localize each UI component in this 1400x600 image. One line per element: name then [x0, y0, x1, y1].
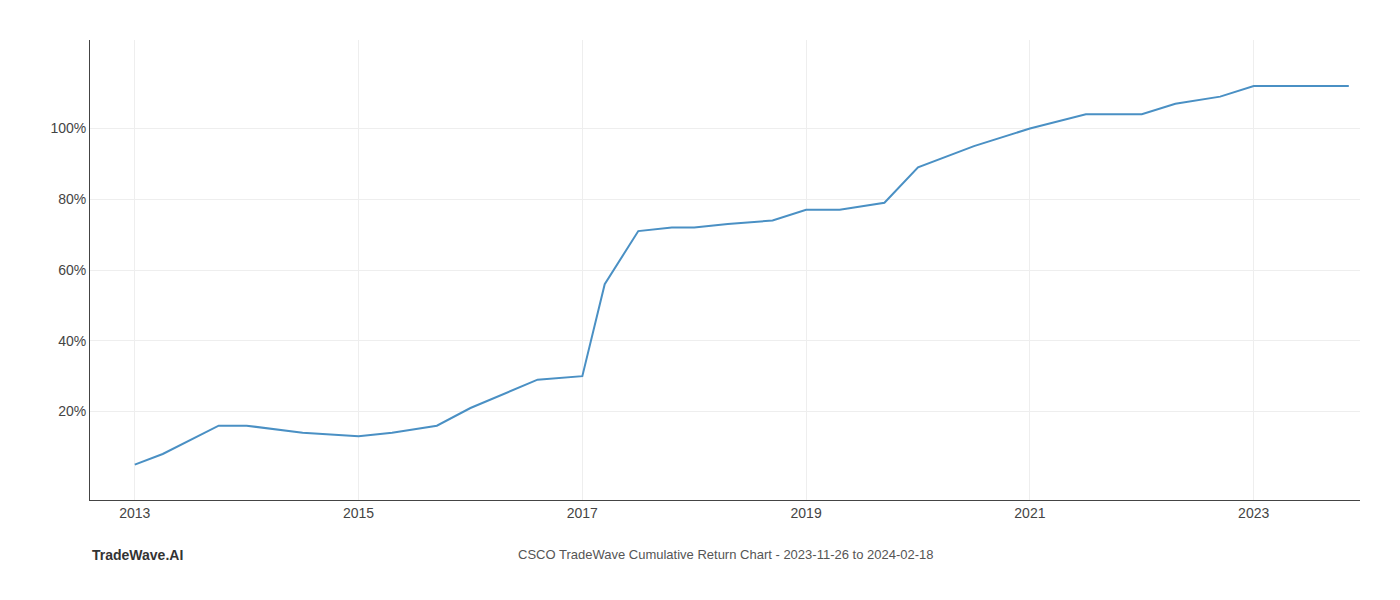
svg-text:2015: 2015	[343, 505, 374, 521]
svg-text:2019: 2019	[791, 505, 822, 521]
svg-text:2023: 2023	[1238, 505, 1269, 521]
svg-text:TradeWave.AI: TradeWave.AI	[92, 547, 183, 563]
svg-text:80%: 80%	[58, 191, 86, 207]
svg-text:20%: 20%	[58, 403, 86, 419]
svg-text:2021: 2021	[1014, 505, 1045, 521]
svg-text:2013: 2013	[119, 505, 150, 521]
svg-text:CSCO TradeWave Cumulative Retu: CSCO TradeWave Cumulative Return Chart -…	[518, 547, 933, 562]
svg-text:2017: 2017	[567, 505, 598, 521]
svg-text:40%: 40%	[58, 333, 86, 349]
svg-text:100%: 100%	[50, 120, 86, 136]
svg-text:60%: 60%	[58, 262, 86, 278]
